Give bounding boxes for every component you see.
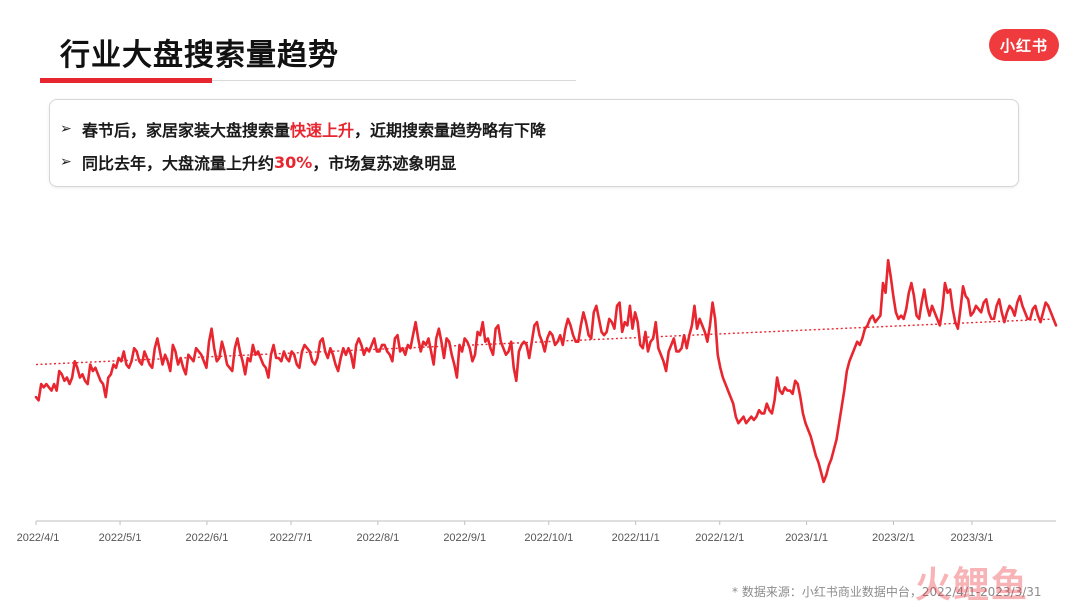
x-tick-label: 2022/7/1 [270,532,313,544]
x-tick-label: 2022/8/1 [356,532,399,544]
xiaohongshu-logo: 小红书 [989,29,1059,61]
search-volume-line [34,258,1058,484]
title-accent-bar [40,78,212,83]
x-tick-label: 2022/11/1 [612,532,660,544]
x-tick-label: 2022/10/1 [524,532,573,544]
insight-2-text: 同比去年，大盘流量上升约 [82,154,275,173]
insight-bullet-2: ➢ 同比去年，大盘流量上升约 30% ，市场复苏迹象明显 [60,150,456,174]
source-note: * 数据来源：小红书商业数据中台，2022/4/1-2023/3/31 [732,585,1042,599]
x-tick-label: 2022/9/1 [443,532,486,544]
x-tick-label: 2023/3/1 [951,532,994,544]
page-title: 行业大盘搜索量趋势 [60,38,339,73]
insight-bullet-1: ➢ 春节后，家居家装大盘搜索量 快速上升 ，近期搜索量趋势略有下降 [60,117,546,141]
insight-1-highlight: 快速上升 [290,121,355,140]
search-trend-chart: 2022/4/1 2022/5/1 2022/6/1 2022/7/1 2022/8/1… [17,258,1058,544]
trend-line [35,318,1057,366]
x-tick-label: 2022/4/1 [17,532,60,544]
arrow-bullet-icon: ➢ [60,154,72,170]
x-tick-label: 2022/12/1 [695,532,744,544]
insight-box: ➢ 春节后，家居家装大盘搜索量 快速上升 ，近期搜索量趋势略有下降 ➢ 同比去年，大… [49,99,1019,187]
arrow-bullet-icon: ➢ [60,121,72,137]
title-underline [40,80,576,81]
insight-2-text-end: ，市场复苏迹象明显 [312,154,457,173]
x-tick-label: 2023/1/1 [785,532,828,544]
x-tick-label: 2022/5/1 [99,532,142,544]
insight-1-text: 春节后，家居家装大盘搜索量 [82,121,291,140]
x-tick-label: 2022/6/1 [186,532,229,544]
insight-2-highlight: 30% [274,152,313,172]
watermark-logo: 火鲤鱼 [915,565,1030,606]
x-tick-label: 2023/2/1 [872,532,915,544]
insight-1-text-end: ，近期搜索量趋势略有下降 [354,121,547,140]
